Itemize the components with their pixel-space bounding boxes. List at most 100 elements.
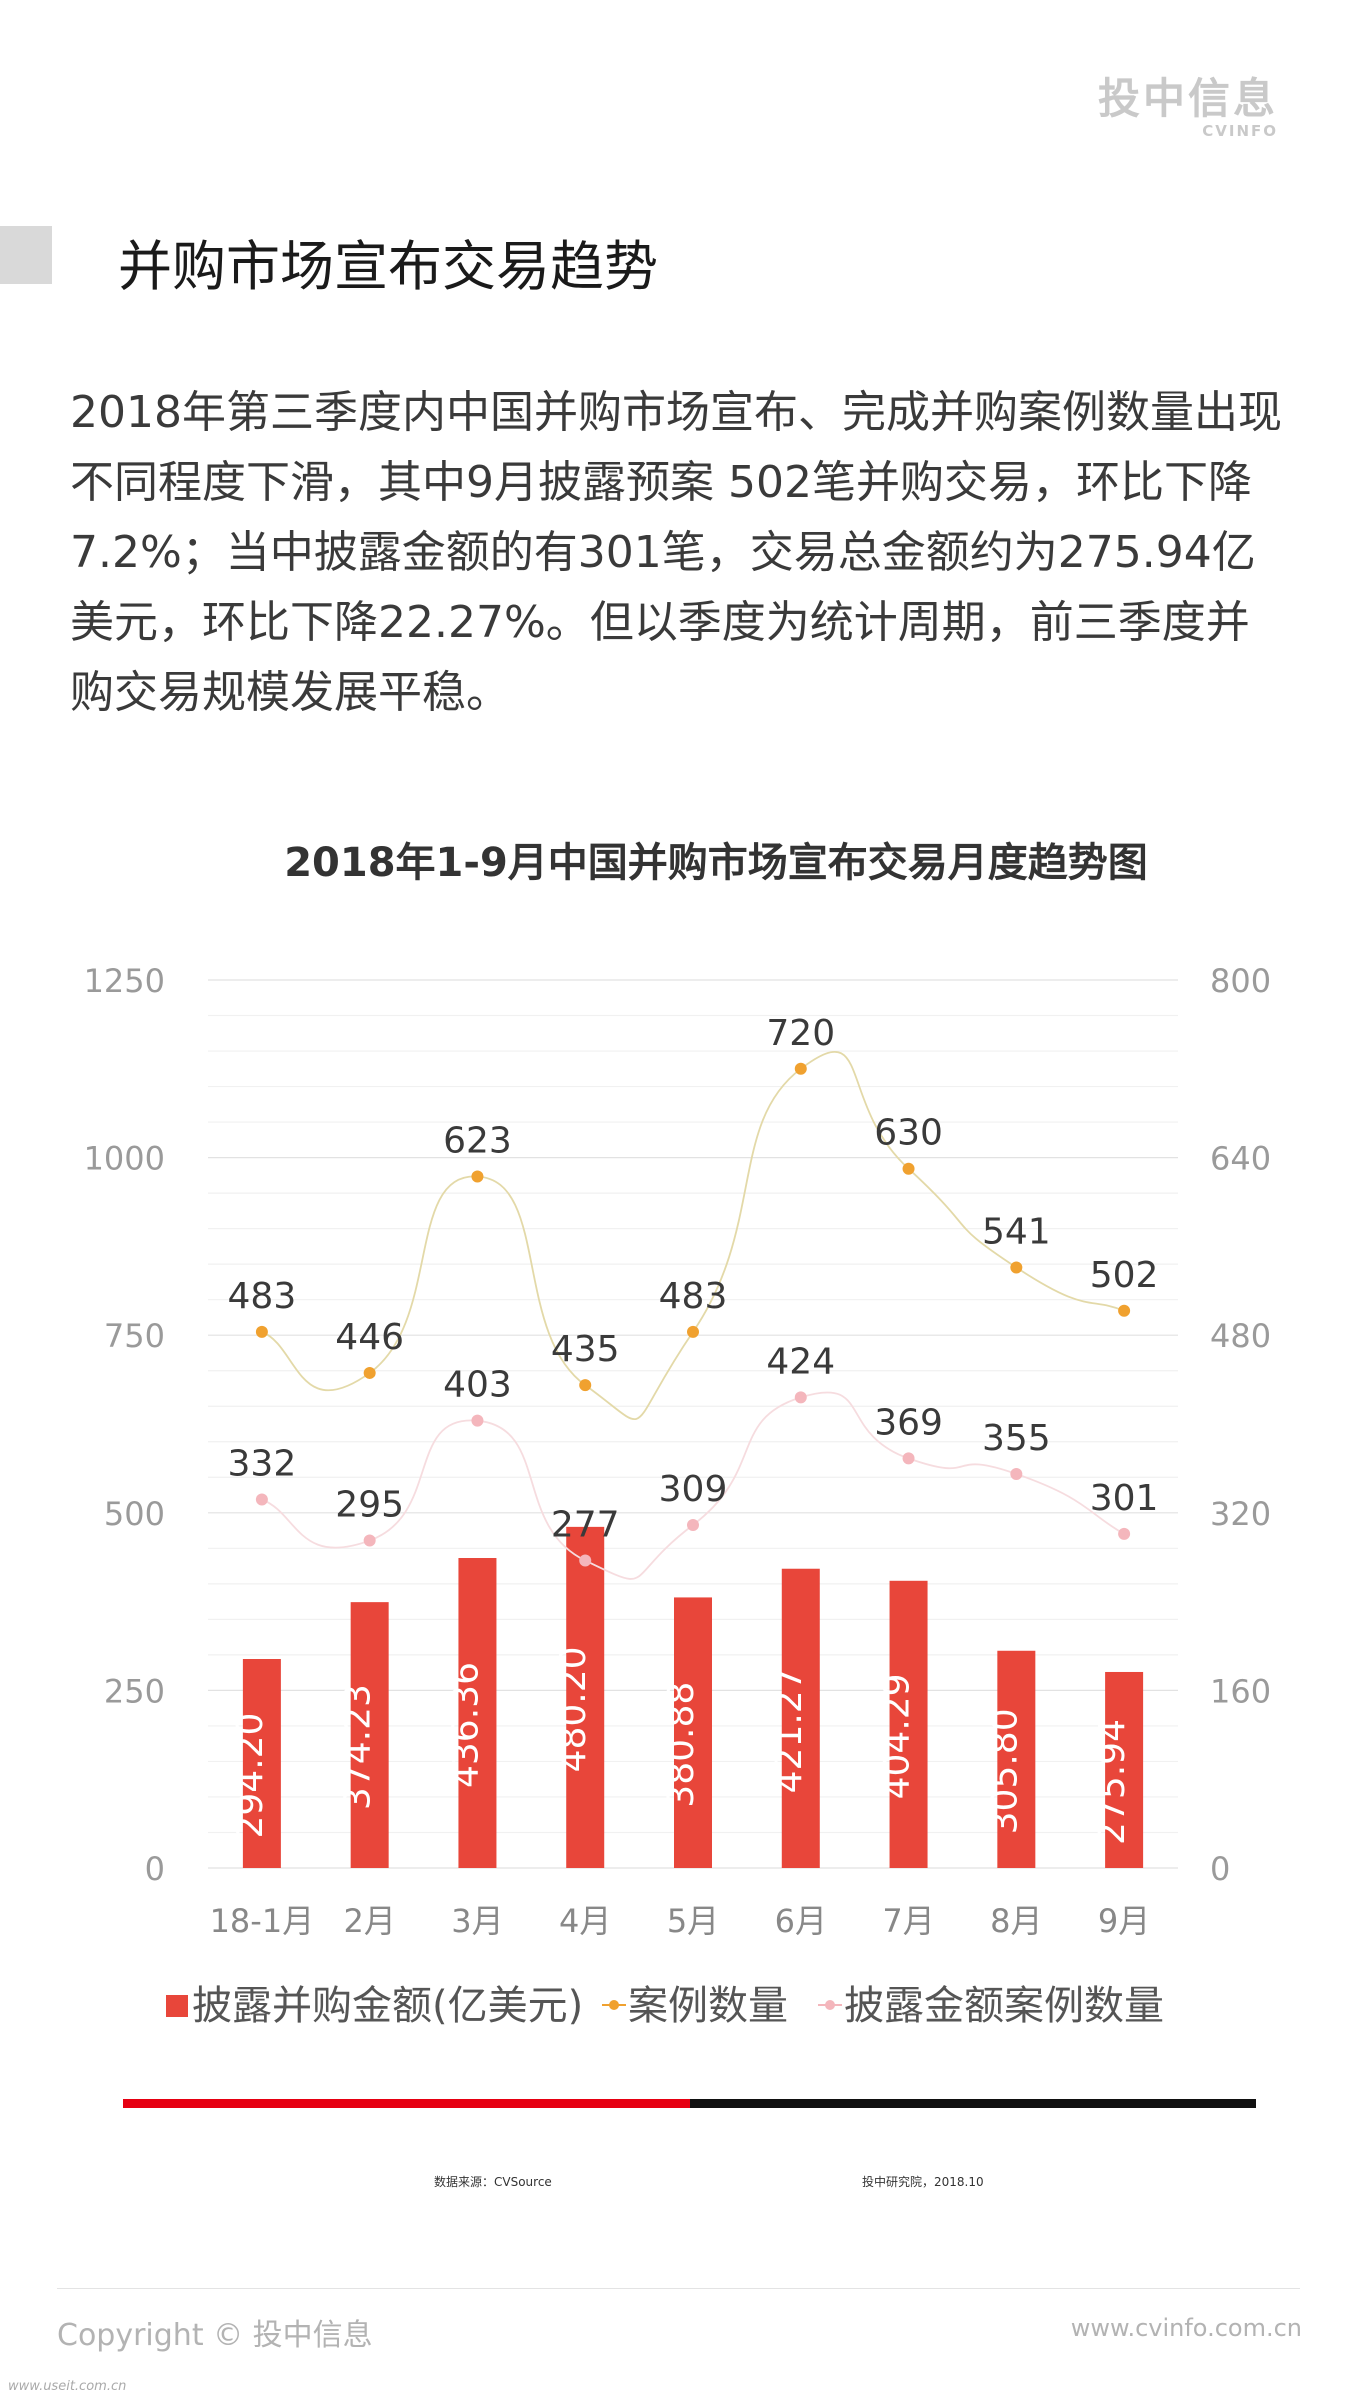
y-left-tick-label: 1250 bbox=[84, 962, 165, 1000]
disclosed-cases-value-label: 369 bbox=[874, 1402, 943, 1443]
x-tick-label: 2月 bbox=[343, 1902, 395, 1940]
disclosed-cases-value-label: 403 bbox=[443, 1365, 512, 1406]
legend-label-amount: 披露并购金额(亿美元) bbox=[192, 1983, 583, 2029]
disclosed-cases-value-label: 309 bbox=[659, 1469, 728, 1510]
bar-value-label: 404.29 bbox=[877, 1673, 918, 1799]
title-accent-bar bbox=[0, 226, 52, 284]
trend-chart: 2018年1-9月中国并购市场宣布交易月度趋势图 0 250 500 750 1000 1… bbox=[84, 840, 1272, 2029]
bar-value-label: 275.94 bbox=[1092, 1719, 1133, 1845]
case-count-point bbox=[471, 1170, 484, 1183]
disclosed-cases-point bbox=[363, 1534, 376, 1547]
disclosed-cases-point bbox=[1118, 1527, 1131, 1540]
logo-sub-text: CVINFO bbox=[1202, 122, 1278, 140]
case-count-line bbox=[261, 1051, 1125, 1420]
disclosed-cases-value-label: 277 bbox=[551, 1505, 620, 1546]
disclosed-cases-value-label: 355 bbox=[982, 1418, 1051, 1459]
disclosed-cases-point bbox=[255, 1493, 268, 1506]
x-tick-label: 7月 bbox=[882, 1902, 934, 1940]
case-count-value-label: 720 bbox=[766, 1013, 835, 1054]
y-left-tick-label: 500 bbox=[104, 1495, 165, 1533]
disclosed-cases-value-label: 424 bbox=[766, 1341, 835, 1382]
x-tick-label: 5月 bbox=[667, 1902, 719, 1940]
watermark-text: www.useit.com.cn bbox=[8, 2379, 127, 2394]
disclosed-cases-point bbox=[794, 1391, 807, 1404]
x-tick-label: 4月 bbox=[559, 1902, 611, 1940]
bar-value-label: 305.80 bbox=[984, 1708, 1025, 1834]
x-tick-label: 8月 bbox=[990, 1902, 1042, 1940]
case-count-point bbox=[687, 1325, 699, 1338]
case-count-point bbox=[1118, 1304, 1131, 1317]
logo-main-text: 投中信息 bbox=[1098, 74, 1279, 123]
legend-label-disclosed: 披露金额案例数量 bbox=[844, 1983, 1164, 2029]
y-right-tick-label: 0 bbox=[1210, 1850, 1230, 1888]
case-count-value-label: 435 bbox=[551, 1329, 620, 1370]
y-left-tick-label: 250 bbox=[104, 1672, 165, 1710]
divider-red bbox=[123, 2099, 690, 2108]
chart-title: 2018年1-9月中国并购市场宣布交易月度趋势图 bbox=[284, 840, 1148, 886]
research-credit: 投中研究院，2018.10 bbox=[862, 2175, 984, 2189]
case-count-point bbox=[902, 1162, 915, 1175]
x-tick-label: 6月 bbox=[775, 1902, 827, 1940]
case-count-value-label: 502 bbox=[1090, 1255, 1159, 1296]
y-right-tick-label: 480 bbox=[1210, 1317, 1271, 1355]
bar-value-label: 380.88 bbox=[661, 1682, 702, 1808]
bar-value-label: 294.20 bbox=[230, 1713, 271, 1839]
bar bbox=[889, 1580, 928, 1868]
case-count-value-label: 623 bbox=[443, 1120, 512, 1161]
legend-swatch-amount bbox=[166, 1995, 188, 2017]
y-right-tick-label: 800 bbox=[1210, 962, 1271, 1000]
case-count-point bbox=[255, 1325, 268, 1338]
bar bbox=[781, 1568, 820, 1868]
disclosed-cases-line bbox=[261, 1391, 1125, 1580]
bar bbox=[350, 1602, 389, 1868]
intro-paragraph: 2018年第三季度内中国并购市场宣布、完成并购案例数量出现不同程度下滑，其中9月… bbox=[70, 387, 1282, 718]
x-tick-label: 18-1月 bbox=[210, 1902, 315, 1940]
y-left-tick-label: 0 bbox=[145, 1850, 165, 1888]
x-tick-label: 9月 bbox=[1098, 1902, 1150, 1940]
bar bbox=[674, 1597, 712, 1868]
disclosed-cases-point bbox=[1010, 1467, 1023, 1480]
y-left-tick-label: 1000 bbox=[84, 1140, 165, 1178]
bar-value-label: 374.23 bbox=[338, 1684, 379, 1810]
disclosed-cases-value-label: 295 bbox=[335, 1485, 404, 1526]
copyright-text: Copyright © 投中信息 bbox=[57, 2318, 373, 2353]
disclosed-cases-point bbox=[471, 1414, 484, 1427]
website-link[interactable]: www.cvinfo.com.cn bbox=[1070, 2314, 1302, 2342]
divider-black bbox=[690, 2099, 1256, 2108]
bar-value-label: 436.36 bbox=[445, 1662, 486, 1788]
case-count-value-label: 483 bbox=[228, 1276, 297, 1317]
chart-legend: 披露并购金额(亿美元) 案例数量 披露金额案例数量 bbox=[166, 1983, 1164, 2029]
disclosed-cases-value-label: 301 bbox=[1090, 1478, 1159, 1519]
line-series: 332 295 403 277 309 424 369 355 301 483 446 623 435 4… bbox=[228, 1013, 1159, 1580]
bar-series: 294.20 374.23 436.36 480.20 380.88 421.27 404.… bbox=[230, 1526, 1144, 1868]
y-right-tick-label: 640 bbox=[1210, 1140, 1271, 1178]
case-count-point bbox=[794, 1062, 807, 1075]
y-right-tick-label: 160 bbox=[1210, 1672, 1271, 1710]
disclosed-cases-value-label: 332 bbox=[228, 1443, 297, 1484]
bar bbox=[242, 1659, 281, 1868]
legend-marker-cases bbox=[609, 2000, 619, 2010]
bar bbox=[1105, 1671, 1144, 1868]
footer-divider bbox=[57, 2288, 1300, 2289]
y-left-tick-label: 750 bbox=[104, 1317, 165, 1355]
y-right-tick-label: 320 bbox=[1210, 1495, 1271, 1533]
case-count-point bbox=[363, 1366, 376, 1379]
case-count-value-label: 630 bbox=[874, 1113, 943, 1154]
legend-label-cases: 案例数量 bbox=[628, 1983, 788, 2029]
legend-marker-disclosed bbox=[825, 2000, 835, 2010]
case-count-value-label: 541 bbox=[982, 1211, 1051, 1252]
bar bbox=[997, 1650, 1036, 1868]
x-tick-label: 3月 bbox=[451, 1902, 503, 1940]
disclosed-cases-point bbox=[579, 1554, 592, 1567]
bar-value-label: 480.20 bbox=[553, 1646, 594, 1772]
data-source: 数据来源：CVSource bbox=[434, 2175, 552, 2189]
disclosed-cases-point bbox=[902, 1452, 915, 1465]
brand-logo: 投中信息 CVINFO bbox=[1098, 74, 1279, 141]
case-count-point bbox=[1010, 1261, 1023, 1274]
disclosed-cases-point bbox=[687, 1519, 699, 1532]
bar-value-label: 421.27 bbox=[769, 1667, 810, 1793]
bar bbox=[458, 1558, 497, 1868]
case-count-point bbox=[579, 1379, 592, 1392]
case-count-value-label: 483 bbox=[659, 1276, 728, 1317]
axis-labels: 0 250 500 750 1000 1250 0 160 320 480 640 800 18-1月 2… bbox=[84, 962, 1272, 1940]
